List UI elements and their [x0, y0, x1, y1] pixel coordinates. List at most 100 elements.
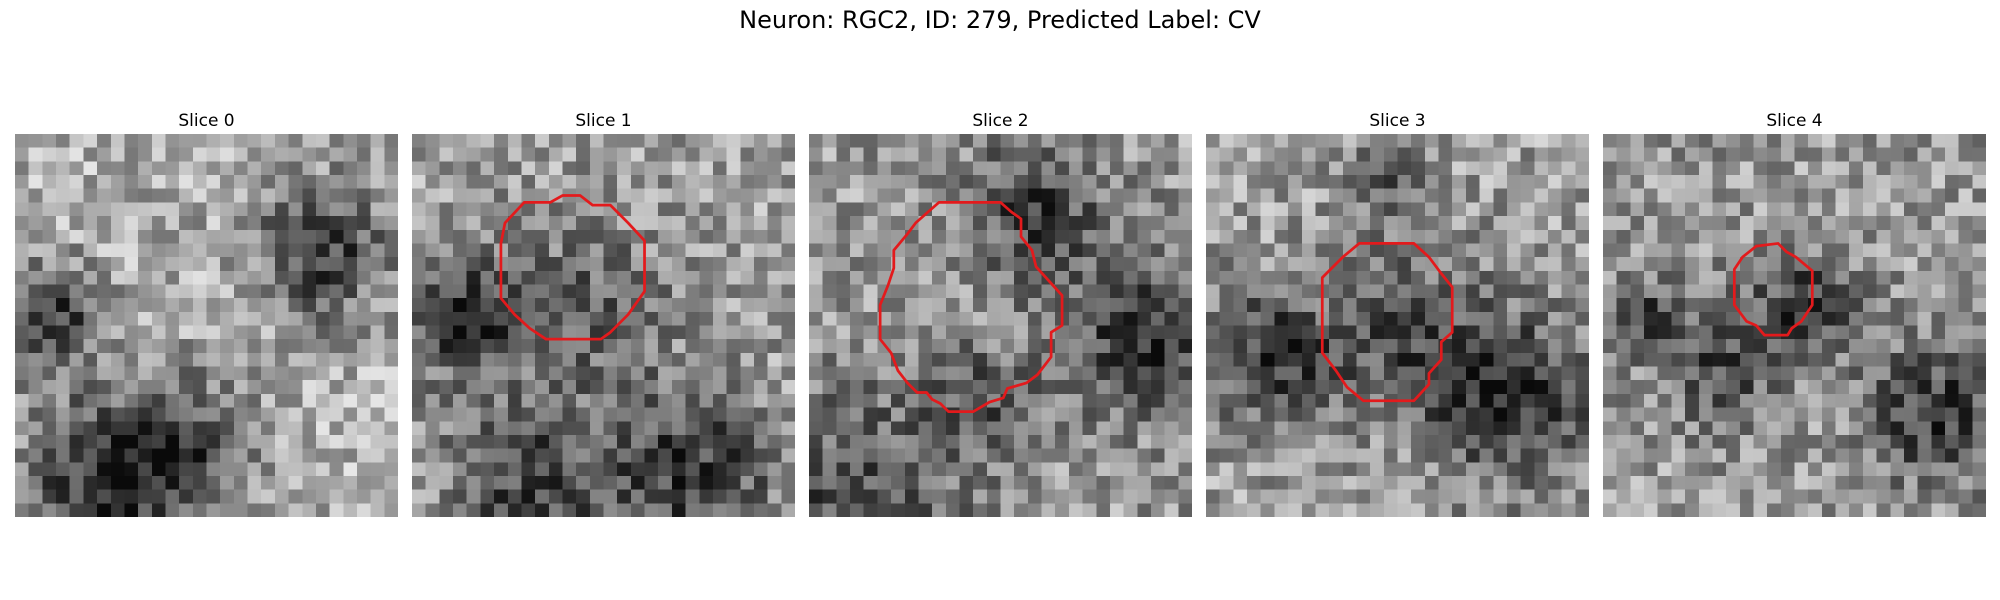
- image-pixel: [836, 475, 851, 490]
- image-pixel: [1206, 380, 1220, 395]
- image-pixel: [671, 216, 686, 231]
- image-pixel: [548, 325, 563, 340]
- image-pixel: [1493, 298, 1508, 313]
- image-pixel: [809, 448, 823, 463]
- image-pixel: [233, 448, 248, 463]
- image-pixel: [1726, 462, 1741, 477]
- image-pixel: [1438, 434, 1453, 449]
- image-pixel: [274, 380, 289, 395]
- image-pixel: [302, 462, 317, 477]
- image-pixel: [1547, 134, 1562, 148]
- image-pixel: [1780, 134, 1795, 148]
- image-pixel: [192, 462, 207, 477]
- image-pixel: [1082, 393, 1097, 408]
- image-pixel: [1082, 298, 1097, 313]
- image-pixel: [1712, 257, 1727, 272]
- image-pixel: [83, 298, 98, 313]
- image-pixel: [1657, 298, 1672, 313]
- image-pixel: [1890, 407, 1905, 422]
- image-pixel: [932, 339, 947, 354]
- image-pixel: [753, 366, 768, 381]
- image-pixel: [1575, 270, 1589, 285]
- image-pixel: [699, 147, 714, 162]
- image-pixel: [480, 243, 495, 258]
- image-pixel: [1931, 407, 1946, 422]
- image-pixel: [28, 243, 43, 258]
- image-pixel: [959, 175, 974, 189]
- image-pixel: [1849, 175, 1864, 189]
- image-pixel: [850, 147, 864, 162]
- image-pixel: [1274, 352, 1289, 367]
- image-pixel: [576, 270, 591, 285]
- image-pixel: [1644, 421, 1658, 436]
- image-pixel: [384, 407, 398, 422]
- image-pixel: [356, 407, 371, 422]
- image-pixel: [1739, 243, 1754, 258]
- image-pixel: [1931, 475, 1946, 490]
- image-pixel: [603, 311, 618, 326]
- image-pixel: [918, 339, 933, 354]
- image-pixel: [576, 161, 591, 176]
- image-pixel: [753, 175, 768, 189]
- image-pixel: [658, 352, 673, 367]
- image-pixel: [644, 270, 659, 285]
- image-pixel: [959, 284, 974, 299]
- image-pixel: [1944, 393, 1959, 408]
- image-pixel: [1534, 380, 1549, 395]
- image-pixel: [1438, 202, 1453, 217]
- image-pixel: [69, 257, 84, 272]
- image-pixel: [439, 202, 454, 217]
- image-pixel: [1931, 448, 1946, 463]
- image-pixel: [1698, 407, 1713, 422]
- image-pixel: [1671, 421, 1686, 436]
- image-pixel: [877, 503, 892, 517]
- image-pixel: [480, 366, 495, 381]
- image-pixel: [412, 311, 426, 326]
- image-pixel: [1315, 462, 1330, 477]
- image-pixel: [1712, 407, 1727, 422]
- image-pixel: [1424, 243, 1439, 258]
- image-pixel: [1260, 366, 1275, 381]
- image-pixel: [1014, 475, 1029, 490]
- image-pixel: [247, 298, 262, 313]
- image-pixel: [56, 503, 70, 517]
- image-pixel: [274, 366, 289, 381]
- image-pixel: [535, 147, 550, 162]
- image-pixel: [548, 147, 563, 162]
- image-pixel: [1383, 325, 1398, 340]
- image-pixel: [1753, 311, 1768, 326]
- image-pixel: [1055, 352, 1070, 367]
- image-pixel: [589, 161, 604, 176]
- image-pixel: [302, 352, 317, 367]
- image-pixel: [589, 462, 604, 477]
- image-pixel: [1835, 380, 1850, 395]
- image-pixel: [521, 298, 536, 313]
- image-pixel: [356, 503, 371, 517]
- image-pixel: [1644, 352, 1658, 367]
- image-pixel: [1821, 380, 1836, 395]
- image-pixel: [548, 339, 563, 354]
- image-pixel: [1876, 503, 1891, 517]
- image-pixel: [1493, 366, 1508, 381]
- image-pixel: [699, 243, 714, 258]
- image-pixel: [1575, 202, 1589, 217]
- image-pixel: [1164, 229, 1179, 244]
- image-pixel: [220, 298, 235, 313]
- image-pixel: [644, 134, 659, 148]
- image-pixel: [1014, 503, 1029, 517]
- image-pixel: [1096, 462, 1111, 477]
- image-pixel: [1479, 448, 1494, 463]
- image-pixel: [69, 448, 84, 463]
- image-pixel: [562, 311, 577, 326]
- image-pixel: [1027, 161, 1042, 176]
- image-pixel: [370, 229, 385, 244]
- image-pixel: [1917, 475, 1932, 490]
- image-pixel: [261, 462, 276, 477]
- image-pixel: [151, 434, 166, 449]
- image-pixel: [261, 202, 276, 217]
- image-pixel: [151, 161, 166, 176]
- image-pixel: [1342, 216, 1357, 231]
- image-pixel: [315, 475, 330, 490]
- image-pixel: [220, 216, 235, 231]
- image-pixel: [1452, 311, 1467, 326]
